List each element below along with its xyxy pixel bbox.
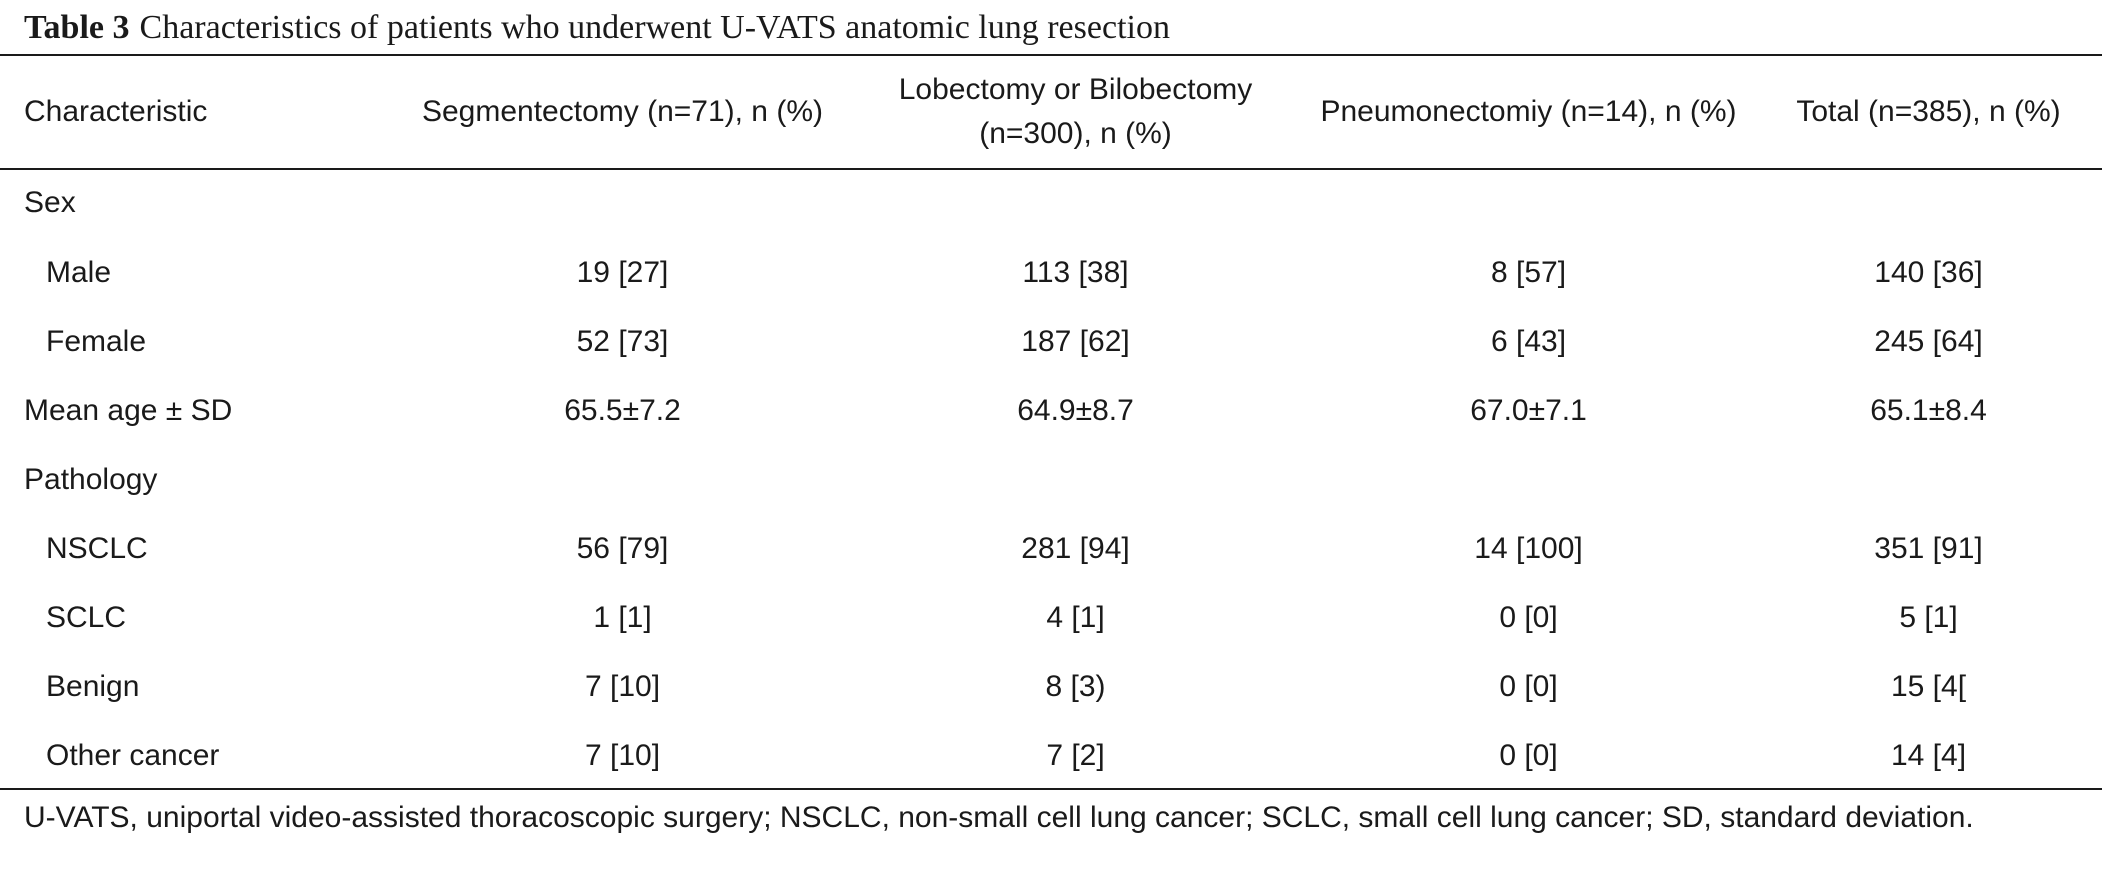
cell-pneumonectomy: 0 [0] [1499, 600, 1558, 634]
column-header-lobectomy: Lobectomy or Bilobectomy (n=300), n (%) [898, 73, 1253, 150]
cell-pneumonectomy: 0 [0] [1499, 669, 1558, 703]
column-header-characteristic: Characteristic [24, 95, 208, 128]
cell-segmentectomy [396, 445, 849, 514]
row-label: Female [46, 324, 147, 358]
cell-pneumonectomy [1302, 168, 1755, 238]
table-row-sclc: SCLC 1 [1] 4 [1] 0 [0] 5 [1] [0, 583, 2102, 652]
table-bottom-rule [0, 788, 2102, 790]
row-label: Other cancer [46, 738, 220, 772]
cell-segmentectomy: 7 [10] [584, 738, 661, 772]
cell-segmentectomy [396, 168, 849, 238]
table-caption: Table 3 Characteristics of patients who u… [24, 6, 1170, 50]
cell-segmentectomy: 7 [10] [584, 669, 661, 703]
row-label: Mean age ± SD [24, 393, 233, 427]
table-header-rule [0, 168, 2102, 170]
row-label: Male [46, 255, 112, 289]
cell-lobectomy: 64.9±8.7 [1017, 393, 1134, 427]
characteristics-table: Characteristic Segmentectomy (n=71), n (… [0, 56, 2102, 790]
row-label: Pathology [24, 462, 158, 496]
table-header-row: Characteristic Segmentectomy (n=71), n (… [0, 56, 2102, 168]
cell-lobectomy: 187 [62] [1021, 324, 1130, 358]
cell-pneumonectomy: 6 [43] [1490, 324, 1567, 358]
cell-pneumonectomy: 14 [100] [1474, 531, 1583, 565]
cell-lobectomy: 7 [2] [1046, 738, 1105, 772]
column-header-segmentectomy: Segmentectomy (n=71), n (%) [421, 95, 823, 128]
table-caption-label: Table 3 [24, 9, 130, 46]
row-label: SCLC [46, 600, 127, 634]
cell-lobectomy: 113 [38] [1022, 255, 1129, 289]
cell-pneumonectomy: 8 [57] [1490, 255, 1567, 289]
column-header-pneumonectomy: Pneumonectomiy (n=14), n (%) [1320, 95, 1737, 128]
cell-total: 65.1±8.4 [1870, 393, 1987, 427]
row-label: NSCLC [46, 531, 148, 565]
table-row-mean-age: Mean age ± SD 65.5±7.2 64.9±8.7 67.0±7.1… [0, 376, 2102, 445]
cell-segmentectomy: 19 [27] [576, 255, 669, 289]
table-row-other-cancer: Other cancer 7 [10] 7 [2] 0 [0] 14 [4] [0, 721, 2102, 790]
table-row-nsclc: NSCLC 56 [79] 281 [94] 14 [100] 351 [91] [0, 514, 2102, 583]
cell-total [1755, 168, 2102, 238]
table-row-sex: Sex [0, 168, 2102, 238]
cell-total: 245 [64] [1874, 324, 1983, 358]
cell-total: 15 [4[ [1890, 669, 1967, 703]
column-header-total: Total (n=385), n (%) [1796, 95, 2061, 128]
table-caption-text: Characteristics of patients who underwen… [139, 9, 1170, 46]
cell-total [1755, 445, 2102, 514]
table-row-benign: Benign 7 [10] 8 [3) 0 [0] 15 [4[ [0, 652, 2102, 721]
cell-total: 14 [4] [1890, 738, 1967, 772]
cell-segmentectomy: 52 [73] [576, 324, 669, 358]
cell-total: 5 [1] [1899, 600, 1958, 634]
cell-pneumonectomy [1302, 445, 1755, 514]
cell-total: 140 [36] [1874, 255, 1983, 289]
table-footnote: U-VATS, uniportal video-assisted thoraco… [24, 801, 1974, 834]
cell-total: 351 [91] [1874, 531, 1983, 565]
row-label: Sex [24, 186, 76, 219]
cell-segmentectomy: 1 [1] [593, 600, 652, 634]
table-row-female: Female 52 [73] 187 [62] 6 [43] 245 [64] [0, 307, 2102, 376]
cell-segmentectomy: 56 [79] [576, 531, 669, 565]
cell-lobectomy: 281 [94] [1021, 531, 1130, 565]
cell-pneumonectomy: 0 [0] [1499, 738, 1558, 772]
cell-lobectomy [849, 445, 1302, 514]
cell-lobectomy: 8 [3) [1045, 669, 1106, 703]
cell-lobectomy: 4 [1] [1046, 600, 1105, 634]
table-row-pathology: Pathology [0, 445, 2102, 514]
cell-lobectomy [849, 168, 1302, 238]
cell-pneumonectomy: 67.0±7.1 [1470, 393, 1587, 427]
table-top-rule [0, 54, 2102, 56]
table-row-male: Male 19 [27] 113 [38] 8 [57] 140 [36] [0, 238, 2102, 307]
cell-segmentectomy: 65.5±7.2 [564, 393, 681, 427]
row-label: Benign [46, 669, 140, 703]
